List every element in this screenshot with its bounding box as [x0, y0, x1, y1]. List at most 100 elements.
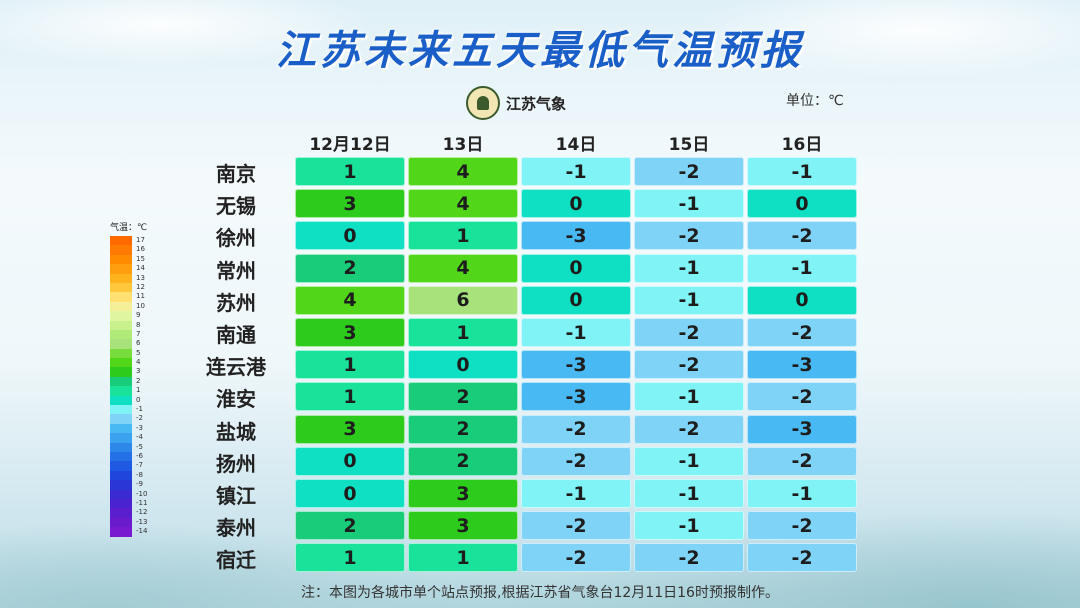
temp-cell: 1: [295, 382, 405, 412]
temp-cell: -2: [747, 382, 857, 412]
legend-swatch: [110, 264, 132, 274]
column-header: 13日: [442, 135, 484, 155]
legend-label: -4: [136, 433, 143, 442]
legend-label: 3: [136, 367, 141, 376]
legend-label: -12: [136, 508, 148, 517]
temp-cell: 0: [295, 446, 405, 476]
legend-label: -11: [136, 498, 148, 507]
legend-label: 12: [136, 282, 145, 291]
legend-swatch: [110, 301, 132, 312]
temp-cell: -1: [634, 253, 744, 283]
legend-label: -6: [136, 451, 143, 460]
row-header-city: 徐州: [216, 226, 256, 251]
temp-cell: -2: [634, 543, 744, 573]
temp-cell: 0: [747, 189, 857, 219]
legend-label: -2: [136, 414, 143, 423]
temp-cell: -3: [521, 382, 631, 412]
legend-swatch: [110, 414, 132, 424]
temp-cell: -2: [521, 414, 631, 444]
temp-cell: 3: [295, 414, 405, 444]
legend-label: 0: [136, 395, 141, 404]
temp-cell: -1: [634, 382, 744, 412]
temperature-legend: 气温：℃ 17 16 15 14 13 12 11 10 9 8 7 6 5 4 3 2 1 0 -1 -2 -3 -4-…: [110, 220, 170, 537]
temp-cell: 1: [295, 350, 405, 380]
temp-cell: 3: [408, 511, 518, 541]
legend-swatch: [110, 386, 132, 396]
temp-cell: -2: [634, 318, 744, 347]
legend-item: -8: [110, 470, 170, 481]
legend-swatch: [110, 470, 132, 481]
temp-cell: -2: [747, 318, 857, 347]
column-header: 14日: [555, 135, 597, 155]
legend-item: -4: [110, 433, 170, 443]
temp-cell: -2: [634, 350, 744, 380]
legend-item: -6: [110, 451, 170, 462]
row-header-city: 宿迁: [216, 548, 256, 573]
legend-label: 11: [136, 292, 145, 301]
legend-item: 16: [110, 245, 170, 255]
legend-swatch: [110, 320, 132, 330]
temp-cell: -2: [747, 511, 857, 541]
legend-item: 8: [110, 320, 170, 330]
logo: 江苏气象: [466, 86, 566, 120]
legend-item: -2: [110, 414, 170, 424]
temp-cell: -1: [521, 479, 631, 508]
temp-cell: -1: [747, 157, 857, 186]
temp-cell: -1: [634, 511, 744, 541]
legend-item: -5: [110, 442, 170, 452]
legend-item: -11: [110, 498, 170, 509]
temp-cell: 0: [521, 285, 631, 315]
legend-swatch: [110, 480, 132, 490]
temp-cell: 0: [408, 350, 518, 380]
temp-cell: 4: [408, 157, 518, 186]
legend-label: -5: [136, 442, 143, 451]
legend-swatch: [110, 517, 132, 528]
legend-item: 13: [110, 273, 170, 283]
row-header-city: 镇江: [216, 484, 256, 508]
legend-item: -12: [110, 508, 170, 518]
legend-item: -13: [110, 517, 170, 528]
legend-item: -7: [110, 461, 170, 471]
temp-cell: -1: [634, 189, 744, 219]
temp-cell: 1: [408, 543, 518, 573]
legend-swatch: [110, 348, 132, 359]
legend-item: 11: [110, 292, 170, 302]
legend-label: 9: [136, 311, 141, 320]
legend-swatch: [110, 451, 132, 462]
legend-label: 8: [136, 320, 141, 329]
temp-cell: 2: [295, 253, 405, 283]
legend-item: 1: [110, 386, 170, 396]
temp-cell: -1: [521, 157, 631, 186]
temp-cell: -1: [747, 479, 857, 508]
temp-cell: -3: [521, 221, 631, 251]
legend-item: 7: [110, 329, 170, 340]
legend-swatch: [110, 527, 132, 537]
legend-swatch: [110, 498, 132, 509]
legend-swatch: [110, 245, 132, 255]
footnote: 注：本图为各城市单个站点预报,根据江苏省气象台12月11日16时预报制作。: [301, 585, 779, 601]
legend-swatch: [110, 405, 132, 415]
legend-item: 15: [110, 254, 170, 265]
legend-item: 9: [110, 311, 170, 321]
legend-swatch: [110, 395, 132, 406]
legend-label: 6: [136, 339, 141, 348]
legend-item: 4: [110, 358, 170, 368]
legend-item: 3: [110, 367, 170, 377]
legend-swatch: [110, 282, 132, 293]
legend-item: 17: [110, 236, 170, 246]
row-header-city: 南京: [216, 162, 256, 186]
legend-label: -13: [136, 517, 148, 526]
temp-cell: 4: [295, 285, 405, 315]
temp-cell: -1: [634, 479, 744, 508]
temp-cell: 0: [521, 253, 631, 283]
legend-label: 17: [136, 236, 145, 244]
legend-item: 0: [110, 395, 170, 406]
legend-swatch: [110, 423, 132, 434]
legend-swatch: [110, 236, 132, 246]
legend-swatch: [110, 461, 132, 471]
legend-swatch: [110, 254, 132, 265]
legend-item: -10: [110, 489, 170, 499]
column-header: 16日: [781, 135, 823, 155]
row-header-city: 南通: [216, 323, 256, 347]
legend-swatch: [110, 433, 132, 443]
